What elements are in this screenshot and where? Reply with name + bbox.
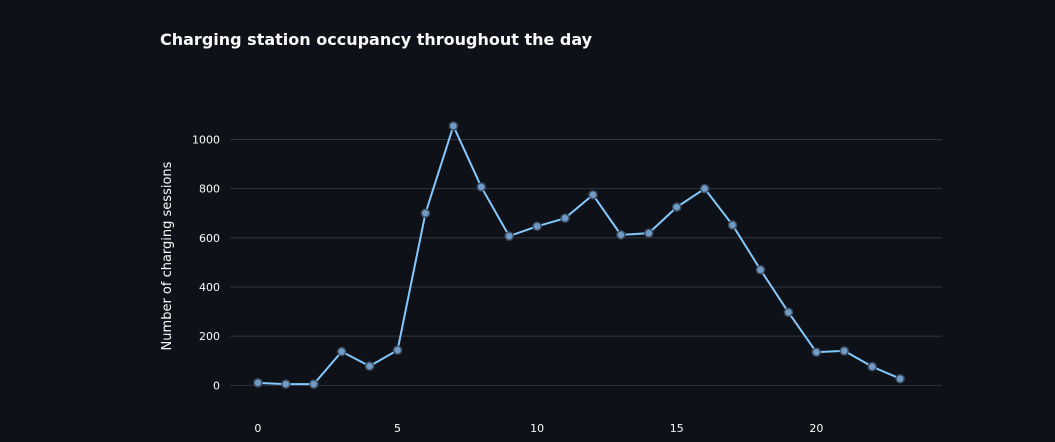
y-tick-label: 400 [199,281,220,294]
x-tick-label: 5 [394,422,401,435]
data-point[interactable] [449,122,457,130]
data-point[interactable] [784,308,792,316]
data-point[interactable] [282,380,290,388]
data-point[interactable] [561,214,569,222]
data-point[interactable] [254,379,262,387]
series-group [254,122,904,388]
data-point[interactable] [757,266,765,274]
data-point[interactable] [505,232,513,240]
y-tick-label: 800 [199,183,220,196]
data-point[interactable] [673,203,681,211]
data-point[interactable] [366,362,374,370]
data-point[interactable] [310,380,318,388]
y-axis-ticks: 0 200 400 600 800 1000 [192,134,220,393]
data-point[interactable] [729,221,737,229]
data-point[interactable] [589,191,597,199]
series-line [258,126,900,384]
data-point[interactable] [701,185,709,193]
y-tick-label: 1000 [192,134,220,147]
x-tick-label: 10 [530,422,544,435]
data-point[interactable] [394,346,402,354]
data-point[interactable] [868,363,876,371]
data-point[interactable] [421,209,429,217]
data-point[interactable] [338,348,346,356]
y-tick-label: 600 [199,232,220,245]
data-point[interactable] [617,231,625,239]
x-tick-label: 0 [254,422,261,435]
y-tick-label: 0 [213,379,220,392]
data-point[interactable] [812,348,820,356]
grid-lines [230,140,942,386]
data-point[interactable] [645,229,653,237]
data-point[interactable] [896,375,904,383]
data-point[interactable] [533,222,541,230]
x-tick-label: 20 [809,422,823,435]
x-axis-ticks: 0 5 10 15 20 [254,422,823,435]
x-tick-label: 15 [670,422,684,435]
data-point[interactable] [840,347,848,355]
data-point[interactable] [477,183,485,191]
y-axis-label: Number of charging sessions [160,161,175,350]
y-tick-label: 200 [199,330,220,343]
